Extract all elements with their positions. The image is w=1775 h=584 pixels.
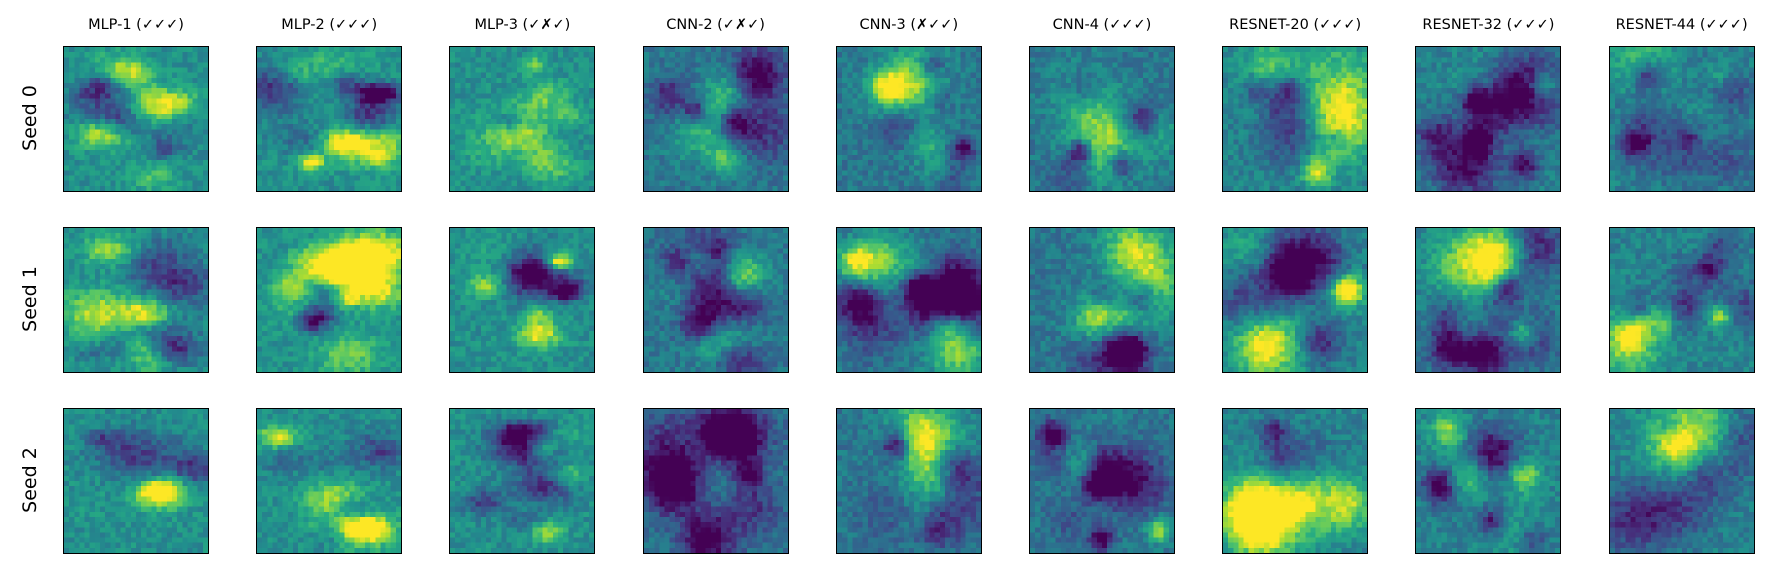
column-title: CNN-4 (✓✓✓) [1022, 17, 1182, 33]
heatmap-panel [835, 408, 982, 554]
column-title: MLP-3 (✓✗✓) [442, 17, 602, 33]
heatmap-panel [449, 227, 596, 373]
heatmap-panel [1608, 227, 1755, 373]
heatmap-panel [449, 408, 596, 554]
heatmap-panel [256, 408, 403, 554]
heatmap-panel [449, 46, 596, 192]
heatmap-panel [63, 46, 209, 192]
heatmap-panel [63, 408, 209, 554]
heatmap-panel [1415, 408, 1562, 554]
heatmap-panel [1415, 46, 1562, 192]
heatmap-panel [1029, 408, 1175, 554]
heatmap-panel [835, 227, 982, 373]
row-label: Seed 2 [19, 400, 41, 560]
column-title: CNN-2 (✓✗✓) [636, 17, 796, 33]
column-title: MLP-2 (✓✓✓) [249, 17, 409, 33]
heatmap-panel [256, 46, 403, 192]
heatmap-panel [63, 227, 209, 373]
column-title: RESNET-32 (✓✓✓) [1408, 17, 1568, 33]
heatmap-panel [1029, 46, 1175, 192]
column-title: RESNET-20 (✓✓✓) [1215, 17, 1375, 33]
heatmap-panel [1608, 408, 1755, 554]
heatmap-panel [642, 227, 789, 373]
heatmap-panel [835, 46, 982, 192]
heatmap-panel [642, 408, 789, 554]
heatmap-panel [256, 227, 403, 373]
heatmap-panel [1222, 227, 1369, 373]
row-label: Seed 0 [19, 38, 41, 198]
column-title: MLP-1 (✓✓✓) [56, 17, 216, 33]
heatmap-panel [1415, 227, 1562, 373]
heatmap-panel [1222, 46, 1369, 192]
row-label: Seed 1 [19, 219, 41, 379]
column-title: CNN-3 (✗✓✓) [829, 17, 989, 33]
column-title: RESNET-44 (✓✓✓) [1602, 17, 1762, 33]
heatmap-panel [1029, 227, 1175, 373]
heatmap-panel [642, 46, 789, 192]
heatmap-panel [1222, 408, 1369, 554]
heatmap-panel [1608, 46, 1755, 192]
